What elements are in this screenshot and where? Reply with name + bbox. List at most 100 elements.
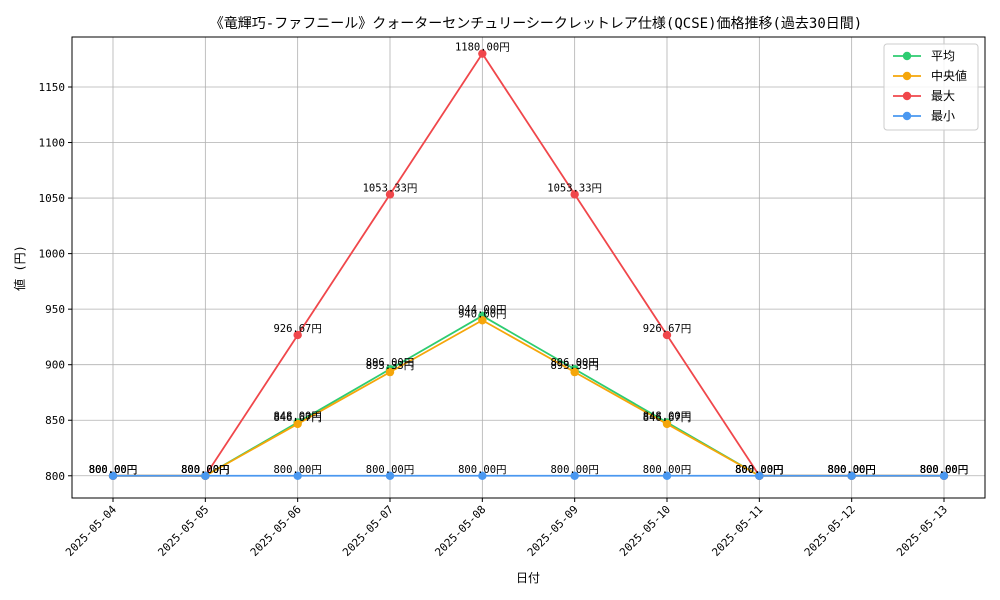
data-label: 1180.00円 — [455, 42, 510, 54]
data-label: 800.00円 — [458, 464, 506, 476]
series-line — [113, 314, 944, 477]
data-label: 800.00円 — [827, 464, 875, 476]
data-label: 800.00円 — [89, 464, 137, 476]
x-tick-label: 2025-05-12 — [802, 503, 858, 559]
legend-label: 中央値 — [931, 68, 967, 83]
data-label: 800.00円 — [181, 464, 229, 476]
data-label: 800.00円 — [827, 464, 875, 476]
x-tick-label: 2025-05-05 — [155, 503, 211, 559]
legend-marker — [902, 111, 912, 121]
data-label: 848.00円 — [643, 410, 691, 422]
data-label: 800.00円 — [920, 464, 968, 476]
data-label: 944.00円 — [458, 304, 506, 316]
y-axis-title: 値 (円) — [12, 245, 27, 291]
plot-frame — [71, 36, 986, 499]
data-point — [108, 471, 118, 480]
data-labels: 800.00円 800.00円 848.00円 896.00円 944.00円 896.0… — [89, 42, 968, 476]
y-tick-label: 800 — [45, 470, 65, 483]
legend-marker — [902, 91, 912, 101]
data-label: 940.00円 — [458, 308, 506, 320]
legend-label: 平均 — [931, 49, 955, 63]
series-lines — [108, 49, 949, 480]
legend-marker — [902, 71, 912, 81]
data-point — [201, 471, 210, 480]
data-point — [385, 190, 395, 199]
data-label: 800.00円 — [735, 464, 783, 476]
data-label: 800.00円 — [181, 464, 229, 476]
data-point — [570, 367, 579, 377]
data-label: 926.67円 — [643, 323, 691, 335]
y-tick-label: 1150 — [39, 81, 66, 94]
data-label: 800.00円 — [89, 464, 137, 476]
data-label: 846.67円 — [273, 412, 321, 424]
data-label: 800.00円 — [550, 464, 598, 476]
y-tick-label: 1100 — [39, 137, 66, 150]
data-label: 896.00円 — [550, 357, 598, 369]
data-point — [478, 49, 487, 58]
data-label: 800.00円 — [827, 464, 875, 476]
x-axis-title: 日付 — [516, 571, 540, 585]
x-tick-label: 2025-05-08 — [432, 503, 488, 559]
y-tick-label: 1000 — [39, 248, 66, 261]
y-tick-label: 900 — [45, 359, 65, 372]
data-label: 800.00円 — [366, 464, 414, 476]
data-point — [293, 330, 302, 340]
data-label: 800.00円 — [735, 464, 783, 476]
data-point — [939, 471, 949, 480]
data-point — [385, 367, 395, 377]
data-label: 926.67円 — [273, 323, 321, 335]
data-label: 848.00円 — [273, 410, 321, 422]
x-tick-label: 2025-05-10 — [617, 503, 673, 559]
data-label: 896.00円 — [366, 357, 414, 369]
legend-label: 最大 — [931, 89, 955, 103]
y-tick-label: 850 — [45, 414, 65, 427]
y-tick-label: 950 — [45, 303, 65, 316]
x-tick-label: 2025-05-09 — [525, 503, 581, 559]
data-point — [570, 190, 579, 199]
data-point — [293, 419, 302, 429]
data-label: 800.00円 — [181, 464, 229, 476]
data-label: 800.00円 — [735, 464, 783, 476]
data-label: 800.00円 — [181, 464, 229, 476]
data-label: 893.33円 — [366, 360, 414, 372]
grid — [72, 37, 985, 498]
x-tick-label: 2025-05-13 — [894, 503, 950, 559]
data-label: 800.00円 — [273, 464, 321, 476]
x-axis-ticks: 2025-05-04 2025-05-05 2025-05-06 2025-05-07… — [63, 498, 950, 559]
data-label: 800.00円 — [89, 464, 137, 476]
data-label: 800.00円 — [920, 464, 968, 476]
data-point — [570, 471, 579, 480]
data-point — [662, 330, 672, 340]
x-tick-label: 2025-05-06 — [248, 503, 304, 559]
y-tick-label: 1050 — [39, 192, 66, 205]
legend-marker — [902, 51, 912, 61]
data-point — [662, 471, 672, 480]
data-label: 1053.33円 — [547, 182, 602, 194]
data-point — [385, 471, 395, 480]
x-tick-label: 2025-05-07 — [340, 503, 396, 559]
data-label: 800.00円 — [920, 464, 968, 476]
data-point — [847, 471, 856, 480]
data-point — [293, 471, 302, 480]
data-label: 893.33円 — [550, 360, 598, 372]
y-axis-ticks: 800 850 900 950 1000 1050 1100 1150 — [39, 81, 72, 483]
data-label: 1053.33円 — [363, 182, 418, 194]
data-label: 800.00円 — [735, 464, 783, 476]
data-point — [755, 471, 764, 480]
data-point — [478, 316, 487, 325]
legend-label: 最小 — [931, 109, 955, 123]
data-label: 800.00円 — [643, 464, 691, 476]
legend-frame — [883, 43, 979, 131]
chart-title: 《竜輝巧-ファフニール》クォーターセンチュリーシークレットレア仕様(QCSE)価… — [210, 15, 862, 32]
data-label: 800.00円 — [827, 464, 875, 476]
data-label: 846.67円 — [643, 412, 691, 424]
data-point — [478, 471, 487, 480]
data-point — [662, 419, 672, 429]
x-tick-label: 2025-05-11 — [709, 503, 765, 559]
data-label: 800.00円 — [89, 464, 137, 476]
x-tick-label: 2025-05-04 — [63, 503, 119, 559]
data-label: 800.00円 — [920, 464, 968, 476]
